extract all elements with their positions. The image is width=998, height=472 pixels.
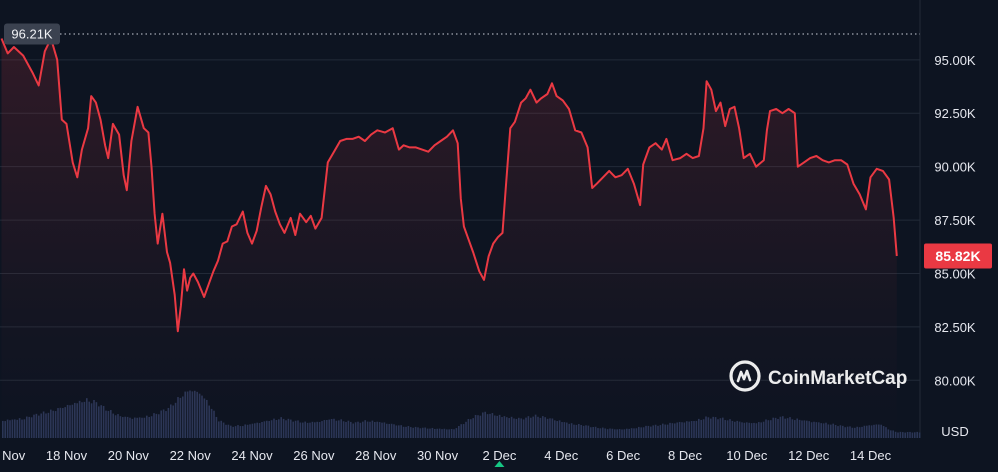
event-marker-icon[interactable] — [494, 461, 505, 467]
y-axis: 80.00K 82.50K 85.00K 87.50K 90.00K 92.50K 95.0… — [934, 53, 976, 388]
last-price-badge: 85.82K — [924, 243, 992, 269]
x-tick-label: 6 Dec — [606, 448, 640, 463]
volume-bar — [909, 431, 911, 438]
volume-bar — [902, 432, 904, 438]
last-price-text: 85.82K — [935, 248, 980, 264]
volume-bar — [918, 432, 921, 438]
volume-bar — [916, 431, 918, 438]
x-tick-label: 26 Nov — [293, 448, 335, 463]
x-tick-label: 22 Nov — [170, 448, 212, 463]
x-tick-label: 28 Nov — [355, 448, 397, 463]
y-tick-label: 95.00K — [934, 53, 976, 68]
badges: 96.21K 85.82K USD — [4, 23, 992, 439]
y-tick-label: 92.50K — [934, 106, 976, 121]
price-line-group[interactable] — [0, 37, 898, 333]
x-tick-label: 16 Nov — [0, 448, 26, 463]
price-area-fill — [1, 38, 897, 438]
price-area — [1, 38, 897, 438]
high-price-badge: 96.21K — [4, 23, 60, 45]
y-tick-label: 85.00K — [934, 266, 976, 281]
volume-bar — [904, 432, 906, 438]
coinmarketcap-watermark: CoinMarketCap — [729, 360, 907, 392]
y-tick-label: 80.00K — [934, 373, 976, 388]
x-tick-label: 30 Nov — [417, 448, 459, 463]
currency-label: USD — [941, 424, 968, 439]
high-badge-text: 96.21K — [11, 27, 53, 42]
x-tick-label: 18 Nov — [46, 448, 88, 463]
volume-bar — [911, 432, 914, 438]
coinmarketcap-wordmark: CoinMarketCap — [768, 368, 907, 389]
x-tick-label: 12 Dec — [788, 448, 830, 463]
volume-bar — [906, 432, 909, 438]
y-tick-label: 90.00K — [934, 160, 976, 175]
x-tick-label: 4 Dec — [544, 448, 578, 463]
volume-bar — [897, 432, 899, 438]
volume-bar — [899, 431, 902, 438]
x-tick-label: 20 Nov — [108, 448, 150, 463]
x-axis: 16 Nov 18 Nov 20 Nov 22 Nov 24 Nov 26 Nov 28 N… — [0, 448, 892, 467]
x-tick-label: 2 Dec — [482, 448, 516, 463]
last-price-badge-bg — [924, 243, 992, 269]
x-tick-label: 10 Dec — [726, 448, 768, 463]
coinmarketcap-logo-icon — [729, 360, 761, 392]
x-tick-label: 24 Nov — [231, 448, 273, 463]
x-tick-label: 14 Dec — [850, 448, 892, 463]
price-line[interactable] — [0, 37, 898, 333]
y-tick-label: 82.50K — [934, 320, 976, 335]
volume-bar — [914, 432, 916, 438]
x-tick-label: 8 Dec — [668, 448, 702, 463]
high-badge-bg — [4, 23, 60, 45]
y-tick-label: 87.50K — [934, 213, 976, 228]
